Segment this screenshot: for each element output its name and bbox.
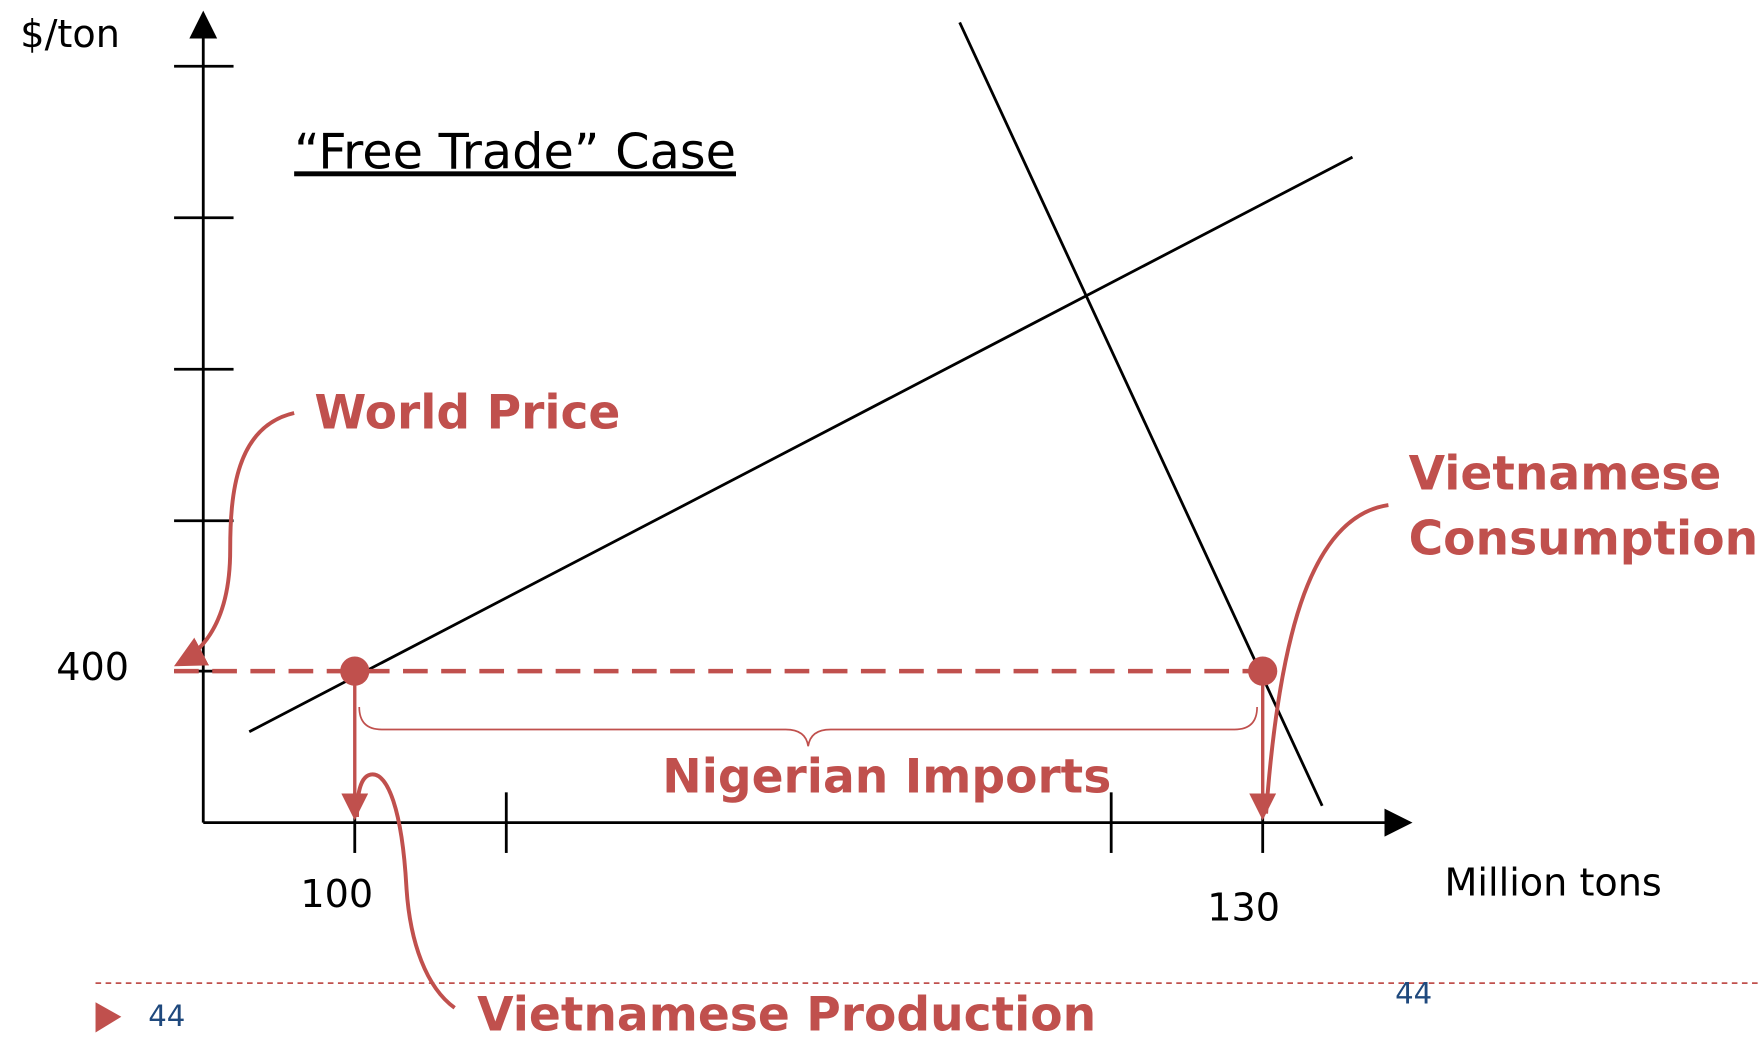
page-number: 44 xyxy=(1395,976,1432,1010)
y-axis-label: $/ton xyxy=(20,12,120,56)
x-axis-label: Million tons xyxy=(1445,861,1662,905)
annotation: Consumption xyxy=(1409,511,1759,566)
demand-line xyxy=(958,21,1324,807)
slide-number: 44 xyxy=(148,999,185,1033)
point xyxy=(1248,656,1278,686)
supply-line xyxy=(248,155,1354,733)
price-label: 400 xyxy=(56,645,129,689)
quantity-label: 100 xyxy=(300,872,373,916)
bullet xyxy=(95,1002,122,1033)
annotation: Vietnamese Production xyxy=(477,987,1096,1037)
annotations-shapes xyxy=(95,411,1760,1010)
title: “Free Trade” Case xyxy=(294,122,736,180)
quantity-label: 130 xyxy=(1207,885,1280,929)
annotation: Vietnamese xyxy=(1409,446,1722,501)
annotation: Nigerian Imports xyxy=(662,749,1111,804)
annotation: World Price xyxy=(314,386,620,441)
point xyxy=(340,656,370,686)
